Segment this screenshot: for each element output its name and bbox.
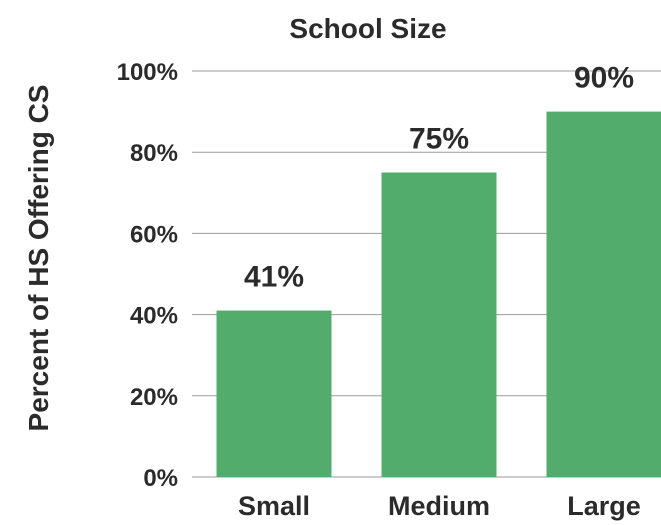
y-axis-label: Percent of HS Offering CS (23, 85, 54, 432)
chart-title: School Size (289, 13, 446, 44)
y-tick-label: 80% (130, 140, 178, 167)
y-axis-ticks: 0% 20% 40% 60% 80% 100% (117, 59, 178, 492)
y-tick-label: 0% (143, 465, 178, 492)
data-labels: 41% 75% 90% (244, 62, 634, 294)
data-label-medium: 75% (409, 123, 469, 156)
category-label-small: Small (238, 491, 310, 521)
data-label-large: 90% (574, 62, 634, 95)
x-axis-categories: Small Medium Large (238, 491, 641, 521)
category-label-medium: Medium (388, 491, 490, 521)
bar-large (546, 111, 661, 477)
bars (216, 111, 661, 477)
y-tick-label: 20% (130, 384, 178, 411)
bar-medium (381, 172, 497, 477)
bar-small (216, 310, 332, 477)
category-label-large: Large (567, 491, 641, 521)
y-tick-label: 60% (130, 221, 178, 248)
y-tick-label: 40% (130, 303, 178, 330)
y-tick-label: 100% (117, 59, 178, 86)
data-label-small: 41% (244, 261, 304, 294)
